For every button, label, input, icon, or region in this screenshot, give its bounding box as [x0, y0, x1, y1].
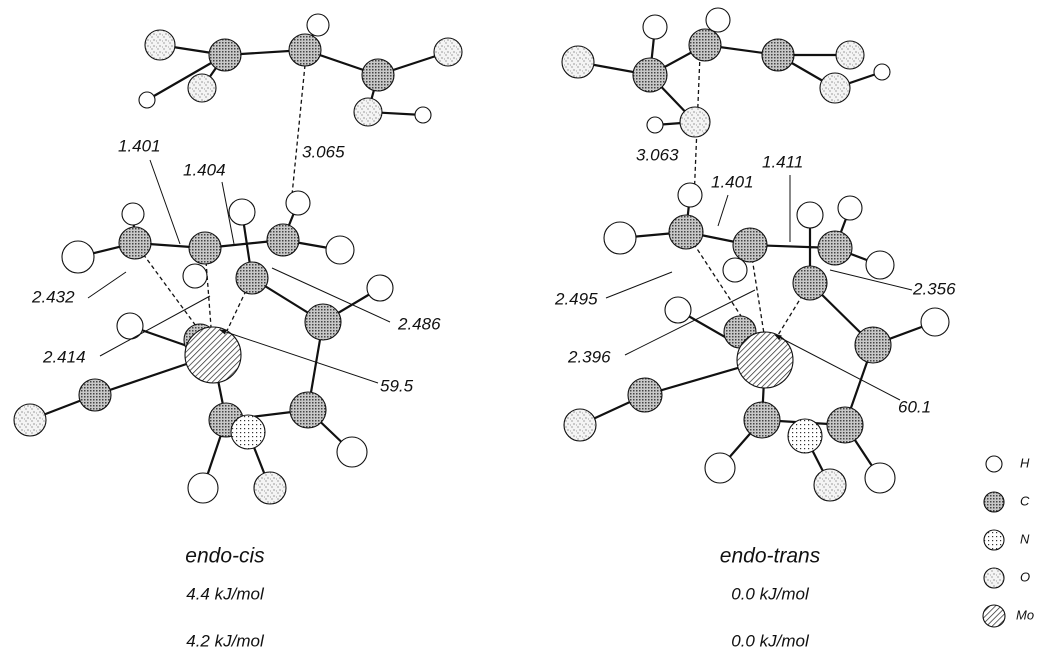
label: 1.404 — [183, 160, 226, 179]
label: 2.414 — [42, 347, 86, 366]
label: 1.401 — [711, 172, 754, 191]
molecule-endo-cis — [14, 14, 462, 504]
label: 60.1 — [898, 397, 931, 416]
label: 2.432 — [31, 287, 75, 306]
label: 3.063 — [636, 145, 679, 164]
label: 2.486 — [397, 314, 441, 333]
energy: 4.4 kJ/mol — [186, 584, 265, 603]
structure-name: endo-cis — [185, 545, 265, 568]
label: 2.495 — [554, 289, 598, 308]
energy: 4.2 kJ/mol — [186, 631, 265, 650]
energy: 0.0 kJ/mol — [731, 584, 810, 603]
label: 3.065 — [302, 142, 345, 161]
legend-label: Mo — [1016, 607, 1034, 622]
label: 2.396 — [567, 347, 611, 366]
legend-label: C — [1020, 493, 1030, 508]
label: 1.411 — [762, 152, 803, 171]
label: 59.5 — [380, 376, 414, 395]
label: 2.356 — [912, 279, 956, 298]
structure-name: endo-trans — [720, 545, 821, 568]
molecule-endo-trans — [562, 8, 949, 501]
energy: 0.0 kJ/mol — [731, 631, 810, 650]
legend-label: O — [1020, 569, 1030, 584]
legend-label: H — [1020, 455, 1030, 470]
diagram: 1.401 1.404 3.065 2.432 2.414 2.486 59.5… — [0, 0, 1037, 650]
legend: H C N O Mo — [983, 455, 1034, 627]
label: 1.401 — [118, 136, 161, 155]
legend-label: N — [1020, 531, 1030, 546]
